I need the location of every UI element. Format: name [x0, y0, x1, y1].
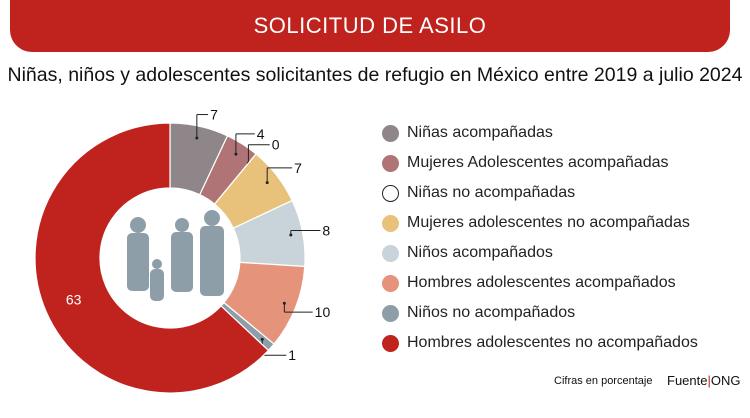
legend-label: Niñas acompañadas — [407, 124, 553, 141]
legend-item: Niñas acompañadas — [382, 118, 698, 148]
data-label: 4 — [257, 126, 265, 142]
legend-label: Mujeres adolescentes no acompañadas — [407, 214, 690, 231]
legend-label: Niños no acompañados — [407, 304, 576, 321]
source: Fuente|ONG — [667, 373, 741, 388]
family-silhouette-icon — [127, 210, 224, 301]
legend-label: Mujeres Adolescentes acompañadas — [407, 154, 669, 171]
legend-swatch — [382, 274, 399, 292]
legend-item: Mujeres adolescentes no acompañadas — [382, 208, 698, 238]
legend-swatch — [382, 334, 399, 352]
legend-item: Niñas no acompañadas — [382, 178, 698, 208]
leader-dot — [260, 337, 264, 341]
legend-item: Niños acompañados — [382, 238, 698, 268]
legend-swatch — [382, 214, 399, 232]
legend-label: Hombres adolescentes no acompañados — [407, 334, 698, 351]
legend-item: Hombres adolescentes no acompañados — [382, 328, 698, 358]
legend: Niñas acompañadas Mujeres Adolescentes ac… — [382, 118, 698, 358]
data-label: 0 — [272, 137, 280, 153]
source-value: ONG — [710, 373, 741, 388]
source-separator: | — [707, 373, 711, 388]
legend-label: Niños acompañados — [407, 244, 553, 261]
legend-swatch — [382, 304, 399, 322]
leader-dot — [265, 181, 269, 185]
data-label: 10 — [315, 304, 331, 320]
slice-7 — [34, 122, 270, 394]
legend-swatch — [382, 184, 399, 202]
legend-item: Mujeres Adolescentes acompañadas — [382, 148, 698, 178]
legend-swatch — [382, 124, 399, 142]
legend-swatch — [382, 154, 399, 172]
legend-item: Niños no acompañados — [382, 298, 698, 328]
leader-dot — [289, 233, 293, 237]
source-label: Fuente — [667, 373, 708, 388]
data-label: 7 — [210, 107, 218, 123]
data-label: 7 — [294, 160, 302, 176]
data-label: 1 — [288, 347, 296, 363]
units-note: Cifras en porcentaje — [554, 375, 653, 387]
legend-label: Hombres adolescentes acompañados — [407, 274, 676, 291]
leader-dot — [195, 136, 199, 140]
banner: SOLICITUD DE ASILO — [10, 0, 730, 52]
data-label: 63 — [66, 292, 82, 308]
chart-title: Niñas, niños y adolescentes solicitantes… — [7, 64, 743, 86]
data-label: 8 — [322, 222, 330, 238]
leader-dot — [234, 152, 238, 156]
leader-dot — [282, 301, 286, 305]
legend-swatch — [382, 244, 399, 262]
legend-item: Hombres adolescentes acompañados — [382, 268, 698, 298]
legend-label: Niñas no acompañadas — [407, 184, 576, 201]
